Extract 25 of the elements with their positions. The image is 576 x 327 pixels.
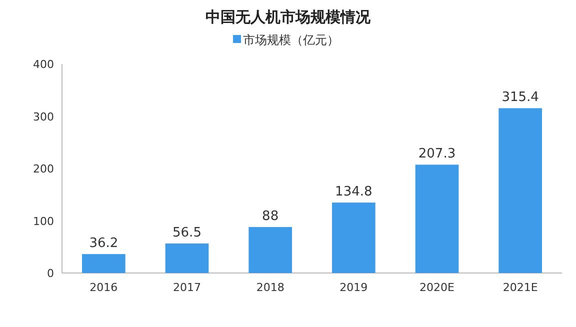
y-tick-label: 300 <box>33 110 54 124</box>
data-label: 56.5 <box>172 225 202 240</box>
x-tick-label: 2019 <box>340 281 368 294</box>
y-tick-label: 400 <box>33 58 54 71</box>
bar <box>332 202 376 273</box>
x-tick-label: 2021E <box>502 281 538 294</box>
bar <box>248 227 292 273</box>
data-label: 207.3 <box>418 146 456 162</box>
chart-title: 中国无人机市场规模情况 <box>206 8 372 26</box>
bar <box>415 164 459 273</box>
x-tick-label: 2020E <box>420 281 455 294</box>
data-label: 315.4 <box>502 90 539 106</box>
y-tick-label: 0 <box>47 267 54 280</box>
legend-label: 市场规模（亿元） <box>243 33 339 47</box>
x-tick-label: 2016 <box>90 281 118 294</box>
x-tick-label: 2017 <box>173 281 201 294</box>
y-tick-label: 200 <box>33 162 54 176</box>
y-tick-label: 100 <box>33 214 54 228</box>
data-label: 36.2 <box>89 236 118 252</box>
bar <box>498 108 542 273</box>
x-tick-label: 2018 <box>256 281 284 294</box>
data-label: 88 <box>262 209 279 224</box>
bar <box>82 254 126 273</box>
bar <box>165 243 209 273</box>
data-label: 134.8 <box>335 184 372 200</box>
